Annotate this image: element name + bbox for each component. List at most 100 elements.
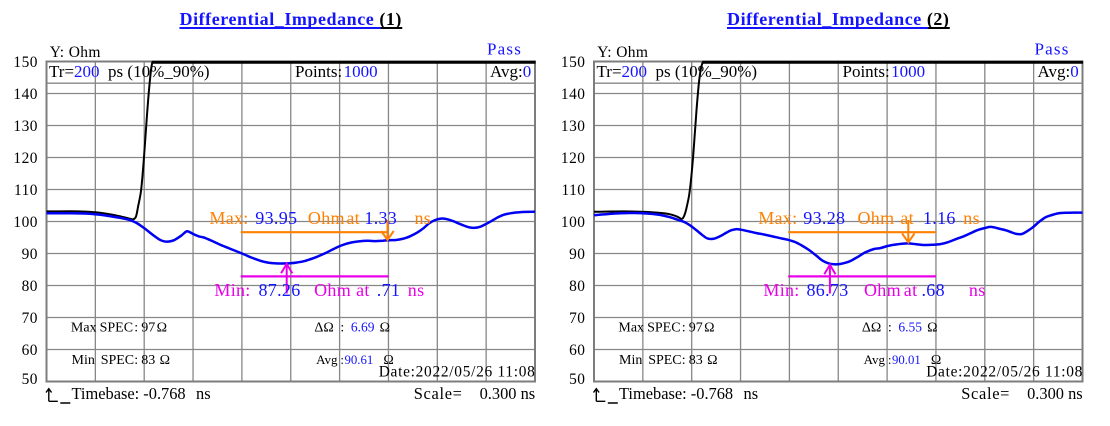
svg-text:60: 60: [22, 342, 38, 359]
svg-text:Points:: Points:: [295, 62, 342, 81]
svg-text:Max:: Max:: [209, 208, 248, 228]
svg-text:Ohm: Ohm: [858, 208, 895, 228]
svg-text:Ohm: Ohm: [308, 208, 345, 228]
svg-text:110: 110: [14, 182, 38, 199]
svg-text::: :: [888, 320, 892, 335]
svg-text:.71: .71: [377, 280, 400, 300]
svg-text:97: 97: [141, 320, 155, 335]
svg-text:90: 90: [569, 246, 585, 263]
svg-text:83: 83: [689, 353, 703, 368]
svg-text:87.26: 87.26: [259, 280, 301, 300]
svg-text:Scale=: Scale=: [414, 384, 463, 403]
svg-text:Points:: Points:: [843, 62, 890, 81]
svg-text:130: 130: [13, 118, 38, 135]
svg-text:100: 100: [561, 214, 586, 231]
svg-text:SPEC: SPEC: [648, 353, 681, 368]
svg-text:0.300 ns: 0.300 ns: [1027, 384, 1083, 403]
svg-text:Avg:0: Avg:0: [1038, 62, 1079, 81]
svg-text:Avg: Avg: [864, 352, 886, 367]
svg-text:Timebase: -0.768: Timebase: -0.768: [619, 384, 733, 403]
svg-text:50: 50: [22, 371, 38, 388]
svg-text:Scale=: Scale=: [961, 384, 1010, 403]
svg-text:ns: ns: [744, 384, 759, 403]
svg-text:ns: ns: [408, 280, 425, 300]
svg-text:90.61: 90.61: [345, 353, 374, 367]
svg-text:110: 110: [561, 182, 585, 199]
svg-text:ns: ns: [969, 280, 986, 300]
svg-text:Ohm: Ohm: [314, 280, 351, 300]
svg-text:at: at: [900, 208, 914, 228]
svg-text:Max: Max: [71, 320, 97, 335]
svg-text:Min:: Min:: [763, 280, 799, 300]
svg-text:Timebase: -0.768: Timebase: -0.768: [72, 384, 186, 403]
svg-text:1000: 1000: [891, 62, 925, 81]
svg-text:Ω: Ω: [927, 320, 937, 335]
svg-text:Ω: Ω: [160, 353, 170, 368]
svg-text:.68: .68: [922, 280, 945, 300]
svg-text:ns: ns: [196, 384, 211, 403]
svg-text:Min: Min: [72, 353, 95, 368]
svg-text:93.95: 93.95: [255, 208, 297, 228]
svg-text:6.69: 6.69: [351, 319, 375, 334]
svg-text:SPEC: SPEC: [101, 353, 134, 368]
svg-text:Ω: Ω: [157, 320, 167, 335]
svg-text:Differential_Impedance (1): Differential_Impedance (1): [180, 9, 402, 30]
svg-text::: :: [340, 320, 344, 335]
svg-text:100: 100: [13, 214, 38, 231]
svg-text:120: 120: [561, 150, 586, 167]
svg-text:97: 97: [689, 320, 703, 335]
svg-text:Pass: Pass: [487, 40, 522, 59]
svg-text:Min:: Min:: [214, 280, 250, 300]
svg-text:1.16: 1.16: [923, 208, 956, 228]
svg-text::: :: [682, 353, 686, 368]
svg-text:ΔΩ: ΔΩ: [314, 320, 333, 335]
svg-text:150: 150: [13, 54, 38, 71]
svg-text:Tr=200 ps (10%_90%): Tr=200 ps (10%_90%): [49, 62, 210, 81]
svg-text:at: at: [904, 280, 918, 300]
svg-text:Date:2022/05/26 11:08: Date:2022/05/26 11:08: [379, 364, 536, 381]
svg-text:Ω: Ω: [380, 320, 390, 335]
svg-text::: :: [682, 320, 686, 335]
svg-text:86.73: 86.73: [807, 280, 849, 300]
svg-text:130: 130: [561, 118, 586, 135]
svg-text::: :: [888, 352, 892, 367]
svg-text:Differential_Impedance (2): Differential_Impedance (2): [727, 9, 949, 30]
svg-text:Date:2022/05/26 11:08: Date:2022/05/26 11:08: [926, 364, 1083, 381]
svg-text:93.28: 93.28: [803, 208, 845, 228]
svg-text:ns: ns: [415, 208, 432, 228]
svg-text:70: 70: [569, 310, 585, 327]
svg-text:Max:: Max:: [758, 208, 797, 228]
svg-text:83: 83: [141, 353, 155, 368]
svg-text:140: 140: [13, 86, 38, 103]
svg-text:at: at: [356, 280, 370, 300]
svg-text:80: 80: [22, 278, 38, 295]
svg-text:ΔΩ: ΔΩ: [862, 320, 881, 335]
svg-text:50: 50: [569, 371, 585, 388]
svg-text:SPEC: SPEC: [647, 320, 680, 335]
svg-text:6.55: 6.55: [898, 319, 922, 334]
svg-text:at: at: [346, 208, 360, 228]
svg-text:Tr=200 ps (10%_90%): Tr=200 ps (10%_90%): [597, 62, 758, 81]
svg-text:Ω: Ω: [707, 353, 717, 368]
svg-text:140: 140: [561, 86, 586, 103]
svg-text:1000: 1000: [344, 62, 378, 81]
svg-text:Ω: Ω: [383, 353, 393, 368]
svg-text:150: 150: [561, 54, 586, 71]
svg-text:90.01: 90.01: [892, 353, 921, 367]
svg-text::: :: [134, 320, 138, 335]
svg-text:Min: Min: [619, 353, 642, 368]
svg-text:70: 70: [22, 310, 38, 327]
svg-text:Ω: Ω: [704, 320, 714, 335]
svg-text:Avg: Avg: [316, 352, 338, 367]
svg-text:0.300 ns: 0.300 ns: [480, 384, 536, 403]
svg-text::: :: [134, 353, 138, 368]
svg-text:1.33: 1.33: [364, 208, 397, 228]
svg-text:80: 80: [569, 278, 585, 295]
svg-text:ns: ns: [963, 208, 980, 228]
svg-text:60: 60: [569, 342, 585, 359]
svg-text:SPEC: SPEC: [100, 320, 133, 335]
svg-text:90: 90: [22, 246, 38, 263]
svg-text:Y: Ohm: Y: Ohm: [50, 44, 101, 61]
svg-text:120: 120: [13, 150, 38, 167]
svg-text:Pass: Pass: [1035, 40, 1070, 59]
